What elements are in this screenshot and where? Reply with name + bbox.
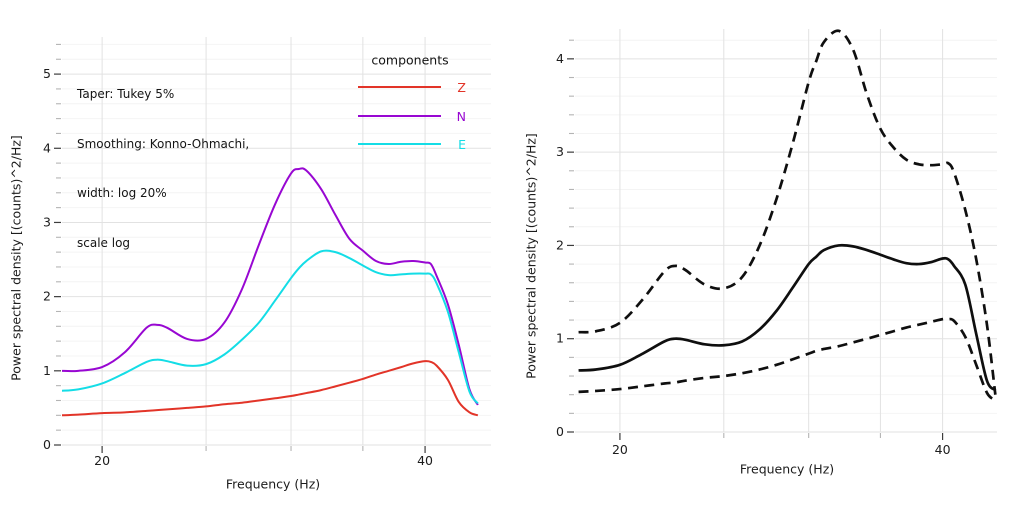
legend-entry-n: N xyxy=(358,108,466,124)
right-psd-curves xyxy=(578,29,997,402)
e-line-swatch xyxy=(358,142,441,146)
svg-text:3: 3 xyxy=(556,144,564,159)
left-y-axis-label: Power spectral density [(counts)^2/Hz] xyxy=(8,135,24,381)
svg-text:20: 20 xyxy=(612,442,628,457)
left-psd-series-Z xyxy=(62,360,479,417)
svg-text:5: 5 xyxy=(43,66,51,81)
svg-text:1: 1 xyxy=(556,331,564,346)
svg-text:40: 40 xyxy=(417,453,433,468)
left-x-axis-label: Frequency (Hz) xyxy=(225,476,321,492)
z-line-swatch xyxy=(358,85,441,89)
legend-title: components xyxy=(371,52,449,68)
svg-text:4: 4 xyxy=(556,51,564,66)
processing-annotation: Taper: Tukey 5% Smoothing: Konno-Ohmachi… xyxy=(77,53,249,284)
svg-text:4: 4 xyxy=(43,140,51,155)
svg-text:40: 40 xyxy=(935,442,951,457)
right-psd-series-mean xyxy=(578,243,997,392)
svg-text:0: 0 xyxy=(43,437,51,452)
left-psd-curves xyxy=(62,167,479,417)
annotation-line-taper: Taper: Tukey 5% xyxy=(77,87,175,101)
legend-label-z: Z xyxy=(457,79,466,95)
svg-text:1: 1 xyxy=(43,363,51,378)
svg-text:20: 20 xyxy=(94,453,110,468)
left-psd-plot: 0 1 2 3 4 5 20 40 xyxy=(43,37,491,468)
svg-text:2: 2 xyxy=(43,289,51,304)
right-psd-plot: 0 1 2 3 4 20 40 xyxy=(556,29,997,457)
svg-text:3: 3 xyxy=(43,214,51,229)
svg-text:2: 2 xyxy=(556,237,564,252)
annotation-line-scale: scale log xyxy=(77,235,131,250)
annotation-line-smoothing: Smoothing: Konno-Ohmachi, xyxy=(77,136,250,151)
left-psd-series-E xyxy=(62,249,479,405)
legend-entry-z: Z xyxy=(358,79,466,95)
legend-entry-e: E xyxy=(358,136,466,152)
legend-label-e: E xyxy=(458,136,466,152)
annotation-line-width: width: log 20% xyxy=(77,186,167,200)
right-psd-series-mean+std xyxy=(578,29,997,395)
right-psd-series-mean-std xyxy=(578,317,997,402)
svg-text:0: 0 xyxy=(556,424,564,439)
left-psd-series-N xyxy=(62,167,479,406)
legend-label-n: N xyxy=(456,108,466,124)
right-y-axis-label: Power spectral density [(counts)^2/Hz] xyxy=(523,133,539,379)
right-x-axis-label: Frequency (Hz) xyxy=(739,461,835,477)
n-line-swatch xyxy=(358,114,441,118)
